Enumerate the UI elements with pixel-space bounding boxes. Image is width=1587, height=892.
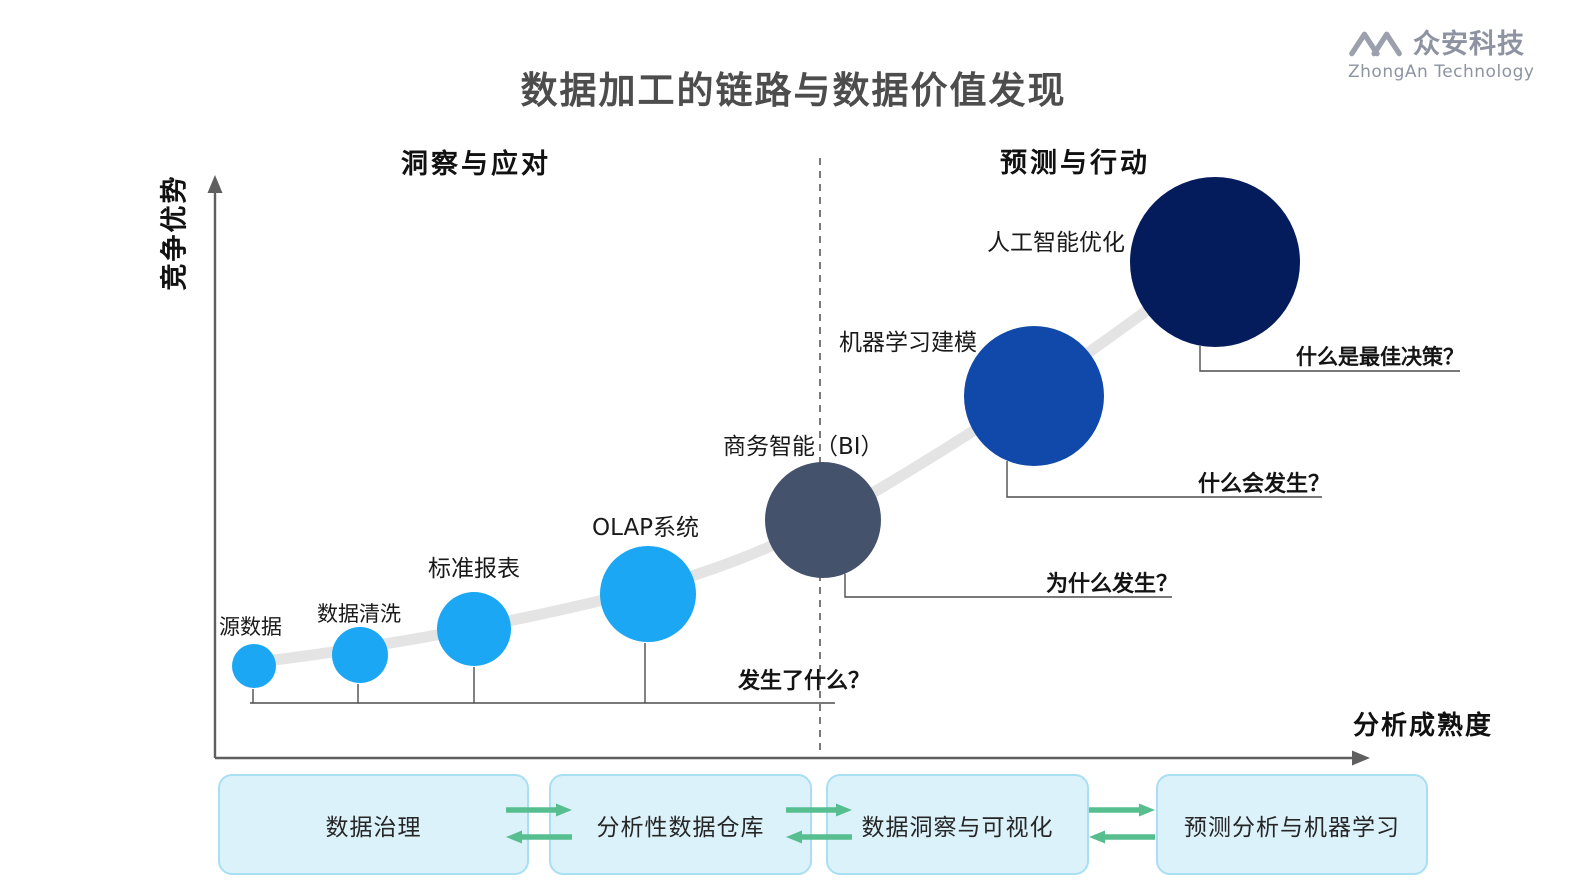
bubble-source-data bbox=[232, 644, 276, 688]
connector-best-decision bbox=[1199, 346, 1460, 372]
bubble-standard-reports bbox=[437, 592, 511, 666]
question-what-will-happen: 什么会发生？ bbox=[1198, 472, 1331, 497]
double-arrow-icon bbox=[506, 803, 572, 844]
label-olap-system: OLAP系统 bbox=[592, 515, 700, 541]
question-why-happened: 为什么发生？ bbox=[1046, 572, 1179, 597]
logo-subtitle: ZhongAn Technology bbox=[1348, 62, 1535, 82]
double-arrow-icon bbox=[786, 803, 852, 844]
section-predict-act: 预测与行动 bbox=[1000, 148, 1150, 179]
flow-box-analytic-warehouse: 分析性数据仓库 bbox=[549, 774, 812, 875]
x-axis-arrow-icon bbox=[1352, 750, 1370, 766]
label-data-cleaning: 数据清洗 bbox=[317, 602, 401, 626]
label-standard-reports: 标准报表 bbox=[428, 556, 520, 582]
flow-box-data-governance: 数据治理 bbox=[218, 774, 529, 875]
bubble-ai-optimization bbox=[1130, 177, 1300, 347]
logo: 众安科技 ZhongAn Technology bbox=[1348, 22, 1548, 82]
bubble-business-intelligence bbox=[765, 462, 881, 578]
page-title: 数据加工的链路与数据价值发现 bbox=[520, 69, 1067, 112]
x-axis-label: 分析成熟度 bbox=[1353, 711, 1494, 741]
flow-box-insight-visualization: 数据洞察与可视化 bbox=[826, 774, 1089, 875]
y-axis-arrow-icon bbox=[207, 175, 223, 193]
connector-why-happened bbox=[844, 574, 1172, 598]
question-best-decision: 什么是最佳决策？ bbox=[1296, 345, 1464, 369]
bubble-data-cleaning bbox=[332, 627, 388, 683]
y-axis-label: 竞争优势 bbox=[159, 174, 191, 291]
label-business-intelligence: 商务智能（BI） bbox=[723, 434, 884, 460]
flow-box-label: 数据洞察与可视化 bbox=[861, 814, 1054, 841]
flow-box-predictive-ml: 预测分析与机器学习 bbox=[1156, 774, 1428, 875]
flow-box-label: 预测分析与机器学习 bbox=[1184, 814, 1400, 841]
flow-box-label: 数据治理 bbox=[325, 814, 422, 841]
logo-name: 众安科技 bbox=[1413, 29, 1525, 60]
connector-what-will-happen bbox=[1006, 461, 1322, 498]
label-machine-learning: 机器学习建模 bbox=[839, 330, 977, 356]
zhongan-chevron-icon bbox=[1349, 31, 1402, 56]
bubble-olap-system bbox=[600, 546, 696, 642]
question-what-happened: 发生了什么？ bbox=[738, 669, 871, 694]
connector-what-happened bbox=[250, 643, 835, 704]
section-insight-response: 洞察与应对 bbox=[401, 149, 551, 180]
double-arrow-icon bbox=[1089, 803, 1155, 844]
flow-box-label: 分析性数据仓库 bbox=[596, 814, 765, 841]
label-ai-optimization: 人工智能优化 bbox=[987, 230, 1125, 256]
label-source-data: 源数据 bbox=[219, 615, 282, 639]
bubble-machine-learning bbox=[964, 326, 1104, 466]
